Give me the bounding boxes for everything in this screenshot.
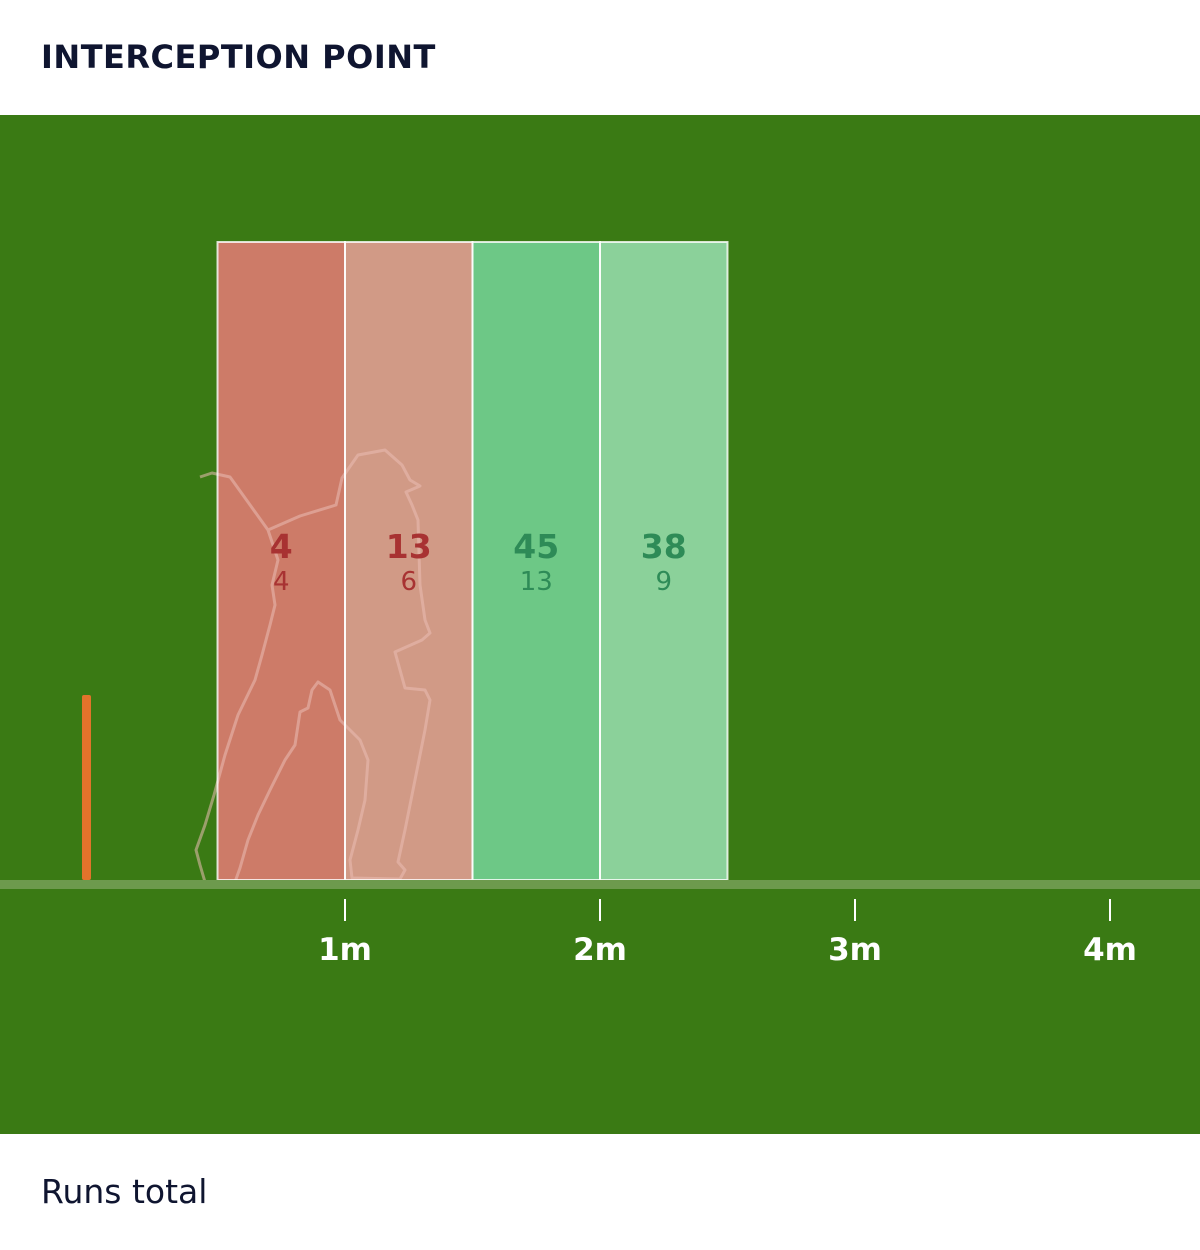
bar-value-label: 13 xyxy=(386,527,432,566)
bar-value-label: 4 xyxy=(270,527,293,566)
bar xyxy=(217,242,345,880)
axis-tick-label: 1m xyxy=(318,932,372,968)
axis-tick-label: 4m xyxy=(1083,932,1137,968)
bar-value-label: 38 xyxy=(641,527,687,566)
bar-count-label: 13 xyxy=(520,567,553,597)
bar-value-label: 45 xyxy=(513,527,559,566)
ground-line xyxy=(0,880,1200,889)
bar xyxy=(600,242,728,880)
stump-icon xyxy=(82,695,91,880)
page-title: INTERCEPTION POINT xyxy=(41,38,436,76)
runs-total-label: Runs total xyxy=(41,1172,208,1211)
batter-silhouette-icon xyxy=(194,448,432,884)
bar-count-label: 6 xyxy=(400,567,417,597)
axis-tick-label: 3m xyxy=(828,932,882,968)
bar-count-label: 4 xyxy=(273,567,290,597)
bar xyxy=(472,242,600,880)
bar-count-label: 9 xyxy=(655,567,672,597)
axis-tick-label: 2m xyxy=(573,932,627,968)
